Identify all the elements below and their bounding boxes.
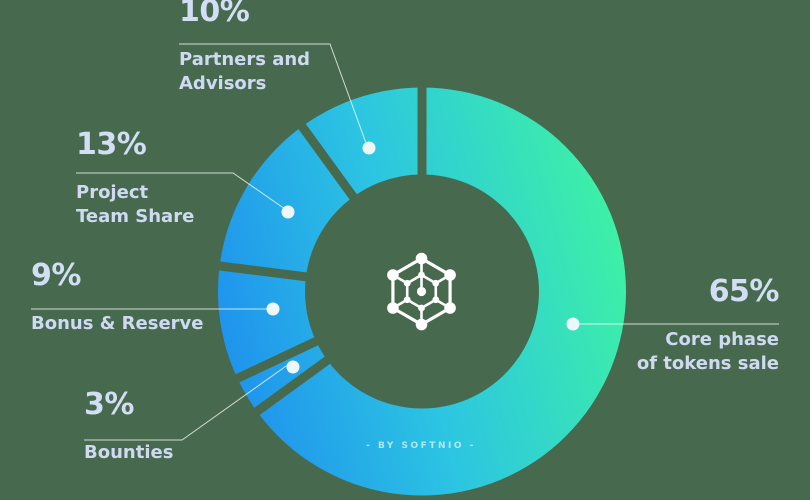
- leader-line: [179, 43, 367, 144]
- watermark-by-softnio: - BY SOFTNIO -: [366, 441, 476, 451]
- callout-core-phase: 65% Core phase of tokens sale: [636, 274, 780, 376]
- slice-separator: [244, 346, 344, 423]
- slice-label: Bonus & Reserve: [31, 313, 204, 334]
- slice-separator: [291, 114, 367, 214]
- slice-separator: [207, 259, 324, 284]
- leader-dot: [362, 141, 376, 155]
- leader-dot: [286, 360, 300, 374]
- leader-dot: [281, 205, 295, 219]
- slice-separator: [224, 330, 334, 388]
- percent-value: 3%: [84, 387, 134, 422]
- slice-label: Core phase of tokens sale: [636, 329, 779, 374]
- leader-dot: [266, 302, 280, 316]
- slice-label: Project Team Share: [76, 182, 195, 227]
- callout-project-team-share: 13% Project Team Share: [76, 127, 194, 229]
- callout-bounties: 3% Bounties: [84, 387, 173, 465]
- percent-value: 9%: [31, 258, 81, 293]
- callout-partners-and-advisors: 10% Partners and Advisors: [179, 0, 310, 96]
- percent-value: 13%: [76, 127, 147, 162]
- callout-bonus-reserve: 9% Bonus & Reserve: [31, 258, 203, 336]
- leader-dot: [566, 317, 580, 331]
- leader-line: [76, 172, 286, 210]
- donut-ring: [218, 87, 626, 496]
- leader-line: [84, 363, 290, 441]
- percent-value: 10%: [179, 0, 250, 29]
- percent-value: 65%: [708, 274, 780, 309]
- slice-label: Bounties: [84, 442, 174, 463]
- slice-label: Partners and Advisors: [179, 49, 311, 94]
- softnio-hexagon-logo: [387, 252, 456, 331]
